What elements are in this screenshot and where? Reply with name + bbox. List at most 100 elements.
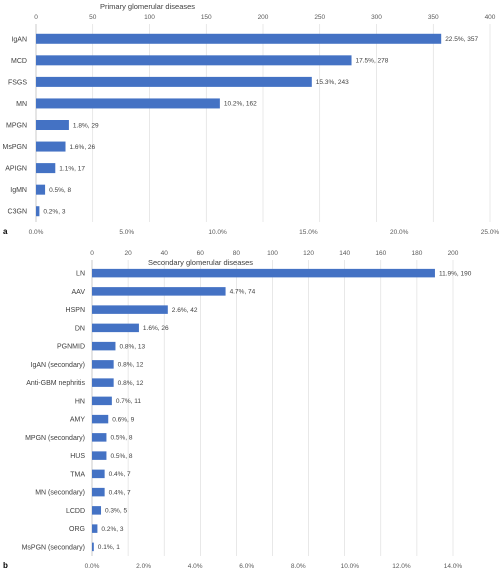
category-label: FSGS — [8, 79, 27, 86]
data-label: 0.5%, 8 — [110, 435, 132, 442]
category-label: IgMN — [10, 187, 27, 194]
category-label: AAV — [72, 289, 86, 296]
bar — [92, 487, 105, 497]
bottom-tick-label: 0.0% — [85, 563, 100, 570]
chart-panel-a: 0 50 100 150 200 250 300 350 400 0.0% 5.0% 10.0% 15.… — [3, 2, 500, 236]
data-label: 0.5%, 8 — [49, 187, 71, 194]
data-label: 0.3%, 5 — [105, 508, 127, 515]
bottom-tick-label: 25.0% — [481, 229, 500, 236]
top-tick-label: 160 — [375, 250, 386, 257]
bottom-tick-label: 8.0% — [291, 563, 306, 570]
bottom-tick-label: 12.0% — [392, 563, 411, 570]
top-tick-label: 180 — [411, 250, 422, 257]
bar — [36, 33, 442, 44]
bar — [92, 433, 107, 442]
bar — [36, 141, 66, 152]
top-tick-label: 0 — [90, 250, 94, 257]
category-label: LN — [76, 271, 85, 278]
data-label: 10.2%, 162 — [224, 101, 257, 108]
bottom-tick-label: 14.0% — [444, 563, 463, 570]
bottom-tick-label: 5.0% — [119, 229, 134, 236]
top-tick-label: 40 — [161, 250, 169, 257]
category-label: ORG — [69, 526, 85, 533]
chart-panel-b: 0 20 40 60 80 100 120 140 160 180 200 0.0% 2.0% 4.0% 6… — [3, 250, 472, 570]
data-label: 0.4%, 7 — [109, 489, 131, 496]
bottom-tick-label: 2.0% — [136, 563, 151, 570]
data-label: 0.2%, 3 — [101, 526, 123, 533]
top-tick-label: 200 — [448, 250, 459, 257]
category-label: HUS — [70, 453, 85, 460]
data-label: 0.7%, 11 — [116, 398, 142, 405]
category-label: HSPN — [66, 307, 85, 314]
data-label: 1.8%, 29 — [73, 122, 99, 129]
category-label: MsPGN (secondary) — [22, 544, 85, 551]
category-label: MCD — [11, 58, 27, 65]
category-label: MPGN — [6, 123, 27, 130]
bar — [36, 98, 220, 109]
bar — [92, 451, 107, 460]
bar — [36, 55, 352, 66]
chart-title: Primary glomerular diseases — [100, 2, 195, 11]
top-tick-label: 200 — [258, 14, 269, 21]
top-tick-label: 140 — [339, 250, 350, 257]
data-label: 11.9%, 190 — [439, 270, 472, 277]
data-label: 0.1%, 1 — [98, 544, 120, 551]
bar — [92, 542, 94, 552]
data-label: 0.8%, 12 — [118, 362, 144, 369]
bar — [36, 184, 46, 195]
top-tick-label: 0 — [34, 14, 38, 21]
data-label: 1.6%, 26 — [70, 144, 96, 151]
top-tick-label: 300 — [371, 14, 382, 21]
category-label: DN — [75, 325, 85, 332]
data-label: 4.7%, 74 — [230, 289, 256, 296]
top-tick-label: 20 — [124, 250, 132, 257]
category-label: AMY — [70, 417, 86, 424]
top-tick-label: 350 — [428, 14, 439, 21]
bottom-tick-label: 10.0% — [208, 229, 227, 236]
bar — [36, 76, 312, 87]
top-tick-label: 50 — [89, 14, 97, 21]
bar — [92, 378, 114, 387]
chart-title: Secondary glomerular diseases — [148, 258, 253, 267]
bottom-tick-label: 6.0% — [239, 563, 254, 570]
data-label: 1.1%, 17 — [59, 165, 85, 172]
bar — [92, 305, 168, 314]
category-label: LCDD — [66, 508, 85, 515]
category-label: PGNMID — [57, 344, 85, 351]
category-label: TMA — [70, 471, 85, 478]
data-label: 0.5%, 8 — [110, 453, 132, 460]
category-label: MN — [16, 101, 27, 108]
bottom-tick-label: 10.0% — [341, 563, 360, 570]
bar — [92, 360, 114, 369]
bar — [36, 206, 40, 217]
bottom-tick-label: 4.0% — [188, 563, 203, 570]
bar — [36, 163, 56, 174]
top-tick-label: 120 — [303, 250, 314, 257]
top-tick-label: 60 — [197, 250, 205, 257]
data-label: 0.8%, 13 — [119, 343, 145, 350]
data-label: 2.6%, 42 — [172, 307, 198, 314]
data-label: 0.8%, 12 — [118, 380, 144, 387]
data-label: 15.3%, 243 — [316, 79, 349, 86]
category-label: MsPGN — [3, 144, 28, 151]
data-label: 0.6%, 9 — [112, 416, 134, 423]
bar — [92, 524, 98, 533]
category-label: MN (secondary) — [35, 490, 85, 497]
top-tick-label: 150 — [201, 14, 212, 21]
top-tick-label: 400 — [485, 14, 496, 21]
bar — [92, 268, 435, 278]
panel-label: a — [3, 227, 8, 236]
bar — [92, 396, 112, 406]
data-label: 0.2%, 3 — [43, 209, 65, 216]
category-label: Anti-GBM nephritis — [26, 380, 85, 387]
top-tick-label: 80 — [233, 250, 241, 257]
data-label: 0.4%, 7 — [109, 471, 131, 478]
category-label: APIGN — [5, 166, 27, 173]
bottom-tick-label: 0.0% — [29, 229, 44, 236]
category-label: MPGN (secondary) — [25, 435, 85, 442]
category-label: C3GN — [8, 209, 27, 216]
data-label: 22.5%, 357 — [445, 36, 478, 43]
top-tick-label: 100 — [144, 14, 155, 21]
